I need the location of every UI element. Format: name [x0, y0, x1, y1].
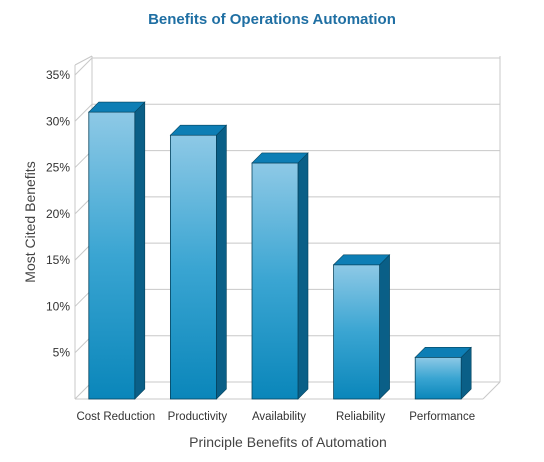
- x-tick-label: Performance: [409, 411, 475, 423]
- bar-top: [251, 152, 309, 164]
- x-axis-label: Principle Benefits of Automation: [189, 434, 387, 450]
- chart-title: Benefits of Operations Automation: [148, 11, 396, 28]
- bar-productivity: [169, 124, 228, 400]
- x-tick-labels: Cost Reduction Productivity Availability Re…: [76, 411, 475, 423]
- bar-top: [169, 124, 228, 136]
- x-tick-label: Cost Reduction: [76, 411, 155, 423]
- wall-top-left-edge: [74, 55, 93, 66]
- y-tick-label: 10%: [46, 299, 70, 313]
- bar-side: [297, 152, 309, 400]
- bar-front: [414, 356, 462, 400]
- x-tick-label: Availability: [252, 411, 306, 423]
- gridline-diag: [74, 103, 93, 122]
- bar-performance: [414, 346, 472, 400]
- y-tick-label: 15%: [46, 253, 70, 267]
- bar-side: [134, 101, 146, 400]
- gridline-diag: [74, 57, 93, 76]
- bar-front: [169, 134, 217, 400]
- y-tick-label: 30%: [46, 114, 70, 128]
- y-tick-label: 20%: [46, 207, 70, 221]
- bar-side: [216, 124, 227, 400]
- bar-top: [88, 101, 146, 113]
- bar-front: [333, 264, 381, 400]
- bar-top: [332, 254, 391, 266]
- bar-cost-reduction: [88, 101, 146, 400]
- x-tick-label: Reliability: [336, 411, 385, 423]
- bar-side: [379, 254, 390, 400]
- y-tick-labels: 5% 10% 15% 20% 25% 30% 35%: [46, 68, 70, 360]
- bar-availability: [251, 152, 309, 400]
- y-tick-label: 5%: [53, 346, 71, 360]
- bars: [88, 101, 472, 400]
- floor-right-edge: [482, 381, 501, 400]
- bar-front: [88, 111, 136, 400]
- y-tick-label: 35%: [46, 68, 70, 82]
- x-tick-label: Productivity: [168, 411, 228, 423]
- y-tick-label: 25%: [46, 161, 70, 175]
- bar-top: [414, 347, 472, 358]
- bar-reliability: [332, 254, 391, 400]
- y-axis-label: Most Cited Benefits: [22, 161, 38, 282]
- bar-front: [251, 162, 299, 400]
